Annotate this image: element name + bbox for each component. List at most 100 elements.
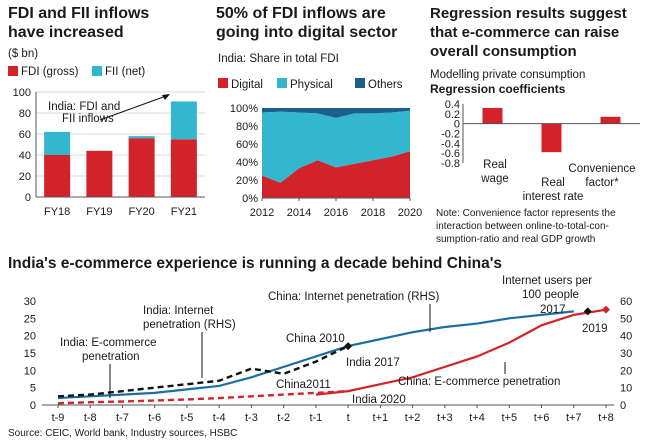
p4-xtick-label: t-5 bbox=[181, 412, 194, 424]
p3-ytick-label: 0.2 bbox=[445, 109, 460, 121]
p4-xtick-label: t+6 bbox=[534, 412, 550, 424]
legend-swatch-physical bbox=[277, 78, 287, 88]
p4-xtick-label: t+4 bbox=[469, 412, 485, 424]
panel3-note-line-3: sumption-ratio and real GDP growth bbox=[436, 234, 595, 245]
p3-ytick-label: -0.2 bbox=[441, 129, 460, 141]
p4-ytick-right-label: 50 bbox=[620, 313, 632, 325]
p4-xtick-label: t+8 bbox=[598, 412, 614, 424]
legend-swatch-fdi bbox=[8, 66, 18, 76]
p4-marker-2017 bbox=[583, 307, 592, 316]
p1-bar-fii-fy20 bbox=[128, 136, 155, 139]
annot-china-2010: China 2010 bbox=[286, 333, 345, 345]
p4-xtick-label: t+3 bbox=[437, 412, 453, 424]
p1-bar-fii-fy18 bbox=[44, 131, 71, 155]
p4-ytick-left-label: 20 bbox=[24, 331, 36, 343]
p1-bar-fdi-fy20 bbox=[128, 138, 155, 197]
annot-india-internet-line-1: India: Internet bbox=[143, 305, 214, 317]
p4-ytick-right-label: 30 bbox=[620, 348, 632, 360]
p4-xtick-label: t-2 bbox=[277, 412, 290, 424]
panel-regression: Regression results suggest that e-commer… bbox=[430, 5, 640, 245]
p3-ytick-label: -0.4 bbox=[441, 138, 460, 150]
p4-ytick-left-label: 10 bbox=[24, 365, 36, 377]
p4-ytick-left-label: 25 bbox=[24, 313, 36, 325]
annot-india-ecom-line-2: penetration bbox=[82, 351, 140, 363]
p1-bar-fdi-fy21 bbox=[170, 139, 197, 197]
p2-xtick-label: 2016 bbox=[324, 207, 348, 219]
p3-category-label: Real bbox=[541, 177, 565, 189]
p2-ytick-label: 80% bbox=[236, 121, 258, 133]
panel4-plot: 0 5 10 15 20 25 30 0 10 20 30 40 50 60 t-9 t-8 t-7 t-6 t-5… bbox=[24, 296, 633, 424]
p3-bar-1 bbox=[541, 123, 562, 153]
panel2-plot: 0% 20% 40% 60% 80% 100% 2012 2014 2016 2018 2020 bbox=[230, 103, 422, 219]
panel2-title-line-2: going into digital sector bbox=[216, 24, 397, 41]
p3-bar-2 bbox=[600, 116, 621, 124]
annot-internet-users-line-1: Internet users per bbox=[502, 275, 592, 287]
panel3-note-line-1: Note: Convenience factor represents the bbox=[436, 208, 616, 219]
panel1-annotation-arrowhead bbox=[162, 94, 170, 100]
panel1-annotation-line-2: FII inflows bbox=[62, 113, 114, 125]
legend-swatch-others bbox=[355, 78, 365, 88]
p2-ytick-label: 100% bbox=[230, 103, 258, 115]
panel3-subtitle-1: Modelling private consumption bbox=[430, 69, 585, 81]
panel4-title: India's e-commerce experience is running… bbox=[8, 255, 502, 272]
p4-marker-india-2017 bbox=[344, 342, 353, 351]
p4-ytick-right-label: 0 bbox=[620, 400, 626, 412]
panel1-unit-label: ($ bn) bbox=[8, 48, 38, 60]
p4-xtick-label: t bbox=[347, 412, 350, 424]
p4-series-china-internet-penetration-rhs bbox=[57, 310, 574, 400]
panel1-plot: 0 20 40 60 80 100 FY18 FY19 FY20 FY21 bbox=[13, 87, 205, 218]
p3-category-label: interest rate bbox=[523, 191, 584, 203]
p2-xtick-label: 2014 bbox=[287, 207, 311, 219]
panel3-title-line-2: that e-commerce can raise bbox=[430, 24, 619, 41]
p4-series-china-e-commerce-penetration bbox=[315, 308, 607, 396]
legend-label-digital: Digital bbox=[231, 79, 263, 91]
legend-label-physical: Physical bbox=[290, 79, 333, 91]
panel1-annotation-line-1: India: FDI and bbox=[48, 101, 120, 113]
p1-ytick-label: 40 bbox=[19, 150, 31, 162]
p3-category-label: wage bbox=[480, 173, 509, 185]
panel3-title-line-3: overall consumption bbox=[430, 43, 577, 60]
annot-india-internet-line-2: penetration (RHS) bbox=[143, 319, 236, 331]
p4-ytick-right-label: 10 bbox=[620, 383, 632, 395]
p1-ytick-label: 60 bbox=[19, 129, 31, 141]
p4-ytick-left-label: 15 bbox=[24, 348, 36, 360]
p3-ytick-label: -0.8 bbox=[441, 158, 460, 170]
p4-ytick-left-label: 0 bbox=[30, 400, 36, 412]
p1-bar-fii-fy21 bbox=[170, 101, 197, 140]
p1-xtick-label: FY18 bbox=[44, 206, 70, 218]
legend-swatch-fii bbox=[92, 66, 102, 76]
panel1-title-line-1: FDI and FII inflows bbox=[8, 5, 149, 22]
p1-bar-fdi-fy18 bbox=[44, 155, 71, 197]
p1-ytick-label: 0 bbox=[25, 192, 31, 204]
source-note: Source: CEIC, World bank, Industry sourc… bbox=[8, 428, 237, 439]
p2-ytick-label: 20% bbox=[236, 175, 258, 187]
p4-xtick-label: t+2 bbox=[405, 412, 421, 424]
legend-label-fdi: FDI (gross) bbox=[21, 66, 79, 78]
annot-china-internet: China: Internet penetration (RHS) bbox=[268, 291, 439, 303]
p2-ytick-label: 40% bbox=[236, 157, 258, 169]
p4-marker-2019 bbox=[602, 305, 610, 314]
panel-fdi-fii: FDI and FII inflows have increased ($ bn… bbox=[8, 5, 205, 218]
p1-xtick-label: FY21 bbox=[171, 206, 197, 218]
p4-series-india-internet-penetration-rhs bbox=[57, 344, 349, 398]
p1-xtick-label: FY19 bbox=[86, 206, 112, 218]
p4-ytick-right-label: 60 bbox=[620, 296, 632, 308]
p4-ytick-left-label: 30 bbox=[24, 296, 36, 308]
p2-xtick-label: 2012 bbox=[250, 207, 274, 219]
p3-ytick-label: -0.6 bbox=[441, 148, 460, 160]
p1-ytick-label: 80 bbox=[19, 108, 31, 120]
legend-label-others: Others bbox=[368, 79, 403, 91]
p1-ytick-label: 20 bbox=[19, 171, 31, 183]
p1-ytick-label: 100 bbox=[13, 87, 31, 99]
panel3-note-line-2: interaction between online-to-total-con- bbox=[436, 221, 609, 232]
p2-area-others bbox=[262, 108, 410, 118]
annot-year-2019: 2019 bbox=[582, 323, 608, 335]
p4-ytick-left-label: 5 bbox=[30, 383, 36, 395]
p3-ytick-label: 0 bbox=[454, 119, 460, 131]
panel1-annotation-arrow bbox=[99, 95, 167, 121]
p4-xtick-label: t-8 bbox=[84, 412, 97, 424]
p2-ytick-label: 0% bbox=[242, 193, 258, 205]
p2-xtick-label: 2020 bbox=[398, 207, 422, 219]
annot-china-2011: China2011 bbox=[276, 379, 331, 391]
